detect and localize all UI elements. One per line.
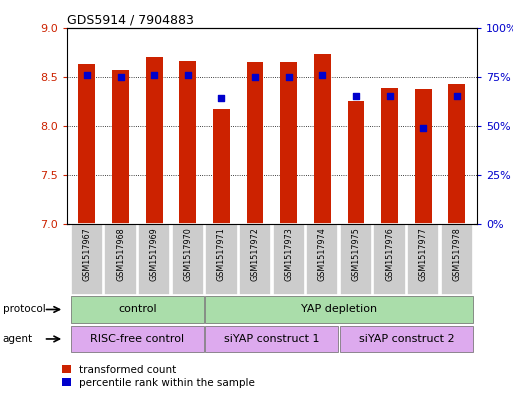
Text: GSM1517971: GSM1517971 bbox=[217, 228, 226, 281]
Text: siYAP construct 1: siYAP construct 1 bbox=[224, 334, 320, 344]
Bar bbox=[348, 101, 364, 224]
Text: GSM1517973: GSM1517973 bbox=[284, 228, 293, 281]
Text: siYAP construct 2: siYAP construct 2 bbox=[359, 334, 454, 344]
Bar bbox=[112, 70, 129, 224]
Text: GSM1517978: GSM1517978 bbox=[452, 228, 461, 281]
Bar bbox=[247, 62, 264, 224]
Point bbox=[285, 73, 293, 80]
Bar bbox=[213, 109, 230, 224]
Text: GSM1517970: GSM1517970 bbox=[183, 228, 192, 281]
Point bbox=[419, 125, 427, 131]
Text: agent: agent bbox=[3, 334, 33, 344]
Bar bbox=[104, 224, 136, 295]
Bar bbox=[78, 64, 95, 224]
Text: GSM1517975: GSM1517975 bbox=[351, 228, 361, 281]
Text: GSM1517977: GSM1517977 bbox=[419, 228, 428, 281]
Text: control: control bbox=[118, 305, 156, 314]
Point bbox=[352, 93, 360, 99]
Bar bbox=[340, 326, 473, 352]
Text: GSM1517976: GSM1517976 bbox=[385, 228, 394, 281]
Bar bbox=[314, 54, 331, 224]
Text: GSM1517968: GSM1517968 bbox=[116, 228, 125, 281]
Bar bbox=[172, 224, 204, 295]
Text: GSM1517972: GSM1517972 bbox=[250, 228, 260, 281]
Point bbox=[318, 72, 326, 78]
Point bbox=[453, 93, 461, 99]
Text: RISC-free control: RISC-free control bbox=[90, 334, 184, 344]
Bar bbox=[239, 224, 271, 295]
Bar bbox=[138, 224, 170, 295]
Text: GSM1517967: GSM1517967 bbox=[83, 228, 91, 281]
Text: GSM1517974: GSM1517974 bbox=[318, 228, 327, 281]
Point bbox=[386, 93, 394, 99]
Point bbox=[150, 72, 158, 78]
Bar bbox=[146, 57, 163, 224]
Bar bbox=[340, 224, 372, 295]
Point bbox=[251, 73, 259, 80]
Bar bbox=[280, 62, 297, 224]
Bar bbox=[441, 224, 473, 295]
Point bbox=[184, 72, 192, 78]
Text: GDS5914 / 7904883: GDS5914 / 7904883 bbox=[67, 13, 193, 26]
Bar bbox=[71, 296, 204, 323]
Bar bbox=[71, 224, 103, 295]
Text: YAP depletion: YAP depletion bbox=[301, 305, 377, 314]
Bar bbox=[415, 90, 431, 224]
Point bbox=[218, 95, 226, 101]
Bar bbox=[205, 224, 238, 295]
Bar bbox=[205, 296, 473, 323]
Bar bbox=[306, 224, 339, 295]
Bar bbox=[180, 61, 196, 224]
Text: protocol: protocol bbox=[3, 305, 45, 314]
Bar bbox=[373, 224, 406, 295]
Bar bbox=[272, 224, 305, 295]
Bar bbox=[381, 88, 398, 224]
Bar bbox=[71, 326, 204, 352]
Bar bbox=[448, 84, 465, 224]
Text: GSM1517969: GSM1517969 bbox=[150, 228, 159, 281]
Bar bbox=[407, 224, 440, 295]
Bar bbox=[205, 326, 339, 352]
Point bbox=[116, 73, 125, 80]
Point bbox=[83, 72, 91, 78]
Legend: transformed count, percentile rank within the sample: transformed count, percentile rank withi… bbox=[62, 365, 255, 388]
